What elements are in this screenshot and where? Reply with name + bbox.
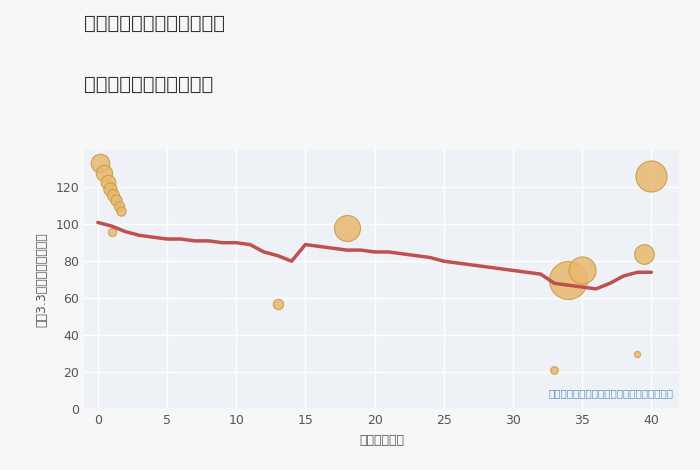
Text: 兵庫県明石市西明石北町の: 兵庫県明石市西明石北町の [84, 14, 225, 33]
Point [272, 300, 284, 307]
Point [116, 208, 127, 215]
Y-axis label: 坪（3.3㎡）単価（万円）: 坪（3.3㎡）単価（万円） [35, 232, 48, 327]
Point [342, 224, 353, 232]
Point [110, 196, 121, 204]
Point [106, 228, 118, 235]
Point [549, 367, 560, 374]
Point [577, 266, 588, 274]
Point [108, 191, 119, 198]
Point [639, 250, 650, 258]
Point [632, 350, 643, 357]
Text: 円の大きさは、取引のあった物件面積を示す: 円の大きさは、取引のあった物件面積を示す [548, 389, 673, 399]
X-axis label: 築年数（年）: 築年数（年） [359, 434, 404, 446]
Point [102, 178, 113, 186]
Point [99, 169, 110, 176]
Point [94, 159, 106, 167]
Point [113, 202, 124, 210]
Point [563, 276, 574, 283]
Text: 築年数別中古戸建て価格: 築年数別中古戸建て価格 [84, 75, 214, 94]
Point [645, 172, 657, 180]
Point [105, 185, 116, 193]
